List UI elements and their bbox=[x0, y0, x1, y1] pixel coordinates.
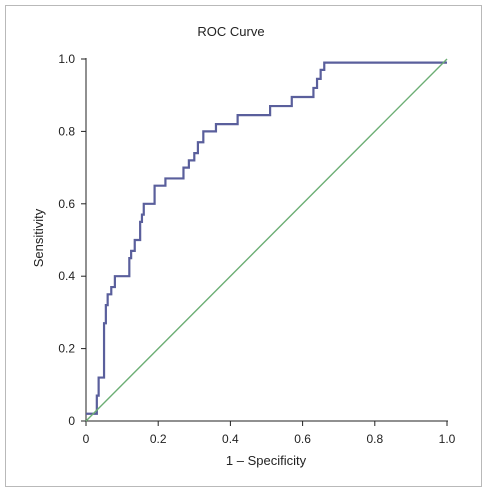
x-tick-label: 0.2 bbox=[150, 432, 167, 446]
roc-curve-line bbox=[86, 61, 447, 415]
y-axis-label: Sensitivity bbox=[31, 208, 46, 267]
chart-title: ROC Curve bbox=[197, 24, 264, 39]
plot-area: 0 0.2 0.4 0.6 0.8 1.0 0 0.2 0.4 0.6 0.8 1.0 bbox=[58, 52, 455, 446]
x-tick-label: 0.6 bbox=[294, 432, 311, 446]
y-tick-label: 0.4 bbox=[58, 269, 75, 283]
x-tick-label: 0.4 bbox=[222, 432, 239, 446]
x-tick-label: 1.0 bbox=[439, 432, 456, 446]
x-tick-label: 0 bbox=[83, 432, 90, 446]
x-tick-label: 0.8 bbox=[366, 432, 383, 446]
x-axis-label: 1 – Specificity bbox=[226, 453, 307, 468]
y-tick-label: 0.6 bbox=[58, 197, 75, 211]
reference-diagonal-line bbox=[85, 58, 448, 422]
y-tick-label: 0.2 bbox=[58, 342, 75, 356]
y-tick-label: 0 bbox=[68, 414, 75, 428]
y-tick-label: 0.8 bbox=[58, 124, 75, 138]
chart-frame bbox=[5, 5, 482, 487]
y-tick-label: 1.0 bbox=[58, 52, 75, 66]
